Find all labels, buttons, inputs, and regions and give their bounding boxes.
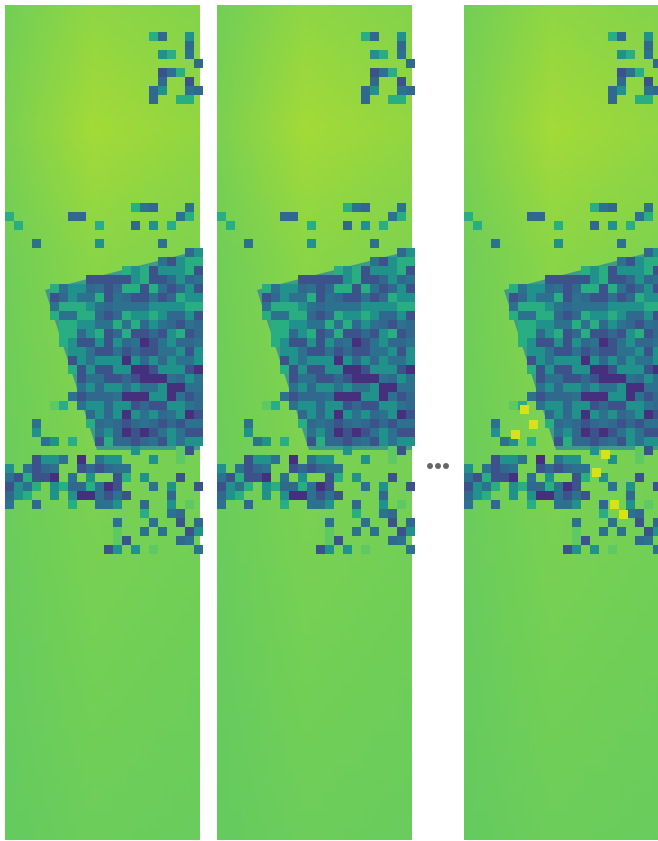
ellipsis-dot bbox=[435, 463, 441, 469]
pixel bbox=[520, 405, 529, 414]
panel-1 bbox=[5, 5, 203, 840]
pixel bbox=[529, 420, 538, 429]
pixel bbox=[592, 468, 601, 477]
panel-3 bbox=[464, 5, 658, 840]
pixel bbox=[511, 430, 520, 439]
ellipsis-dot bbox=[443, 463, 449, 469]
panel-3-highlights bbox=[511, 405, 628, 519]
pixel bbox=[610, 500, 619, 509]
panel-2 bbox=[217, 5, 415, 840]
ellipsis-dot bbox=[427, 463, 433, 469]
pixel bbox=[601, 450, 610, 459]
pixel bbox=[619, 510, 628, 519]
